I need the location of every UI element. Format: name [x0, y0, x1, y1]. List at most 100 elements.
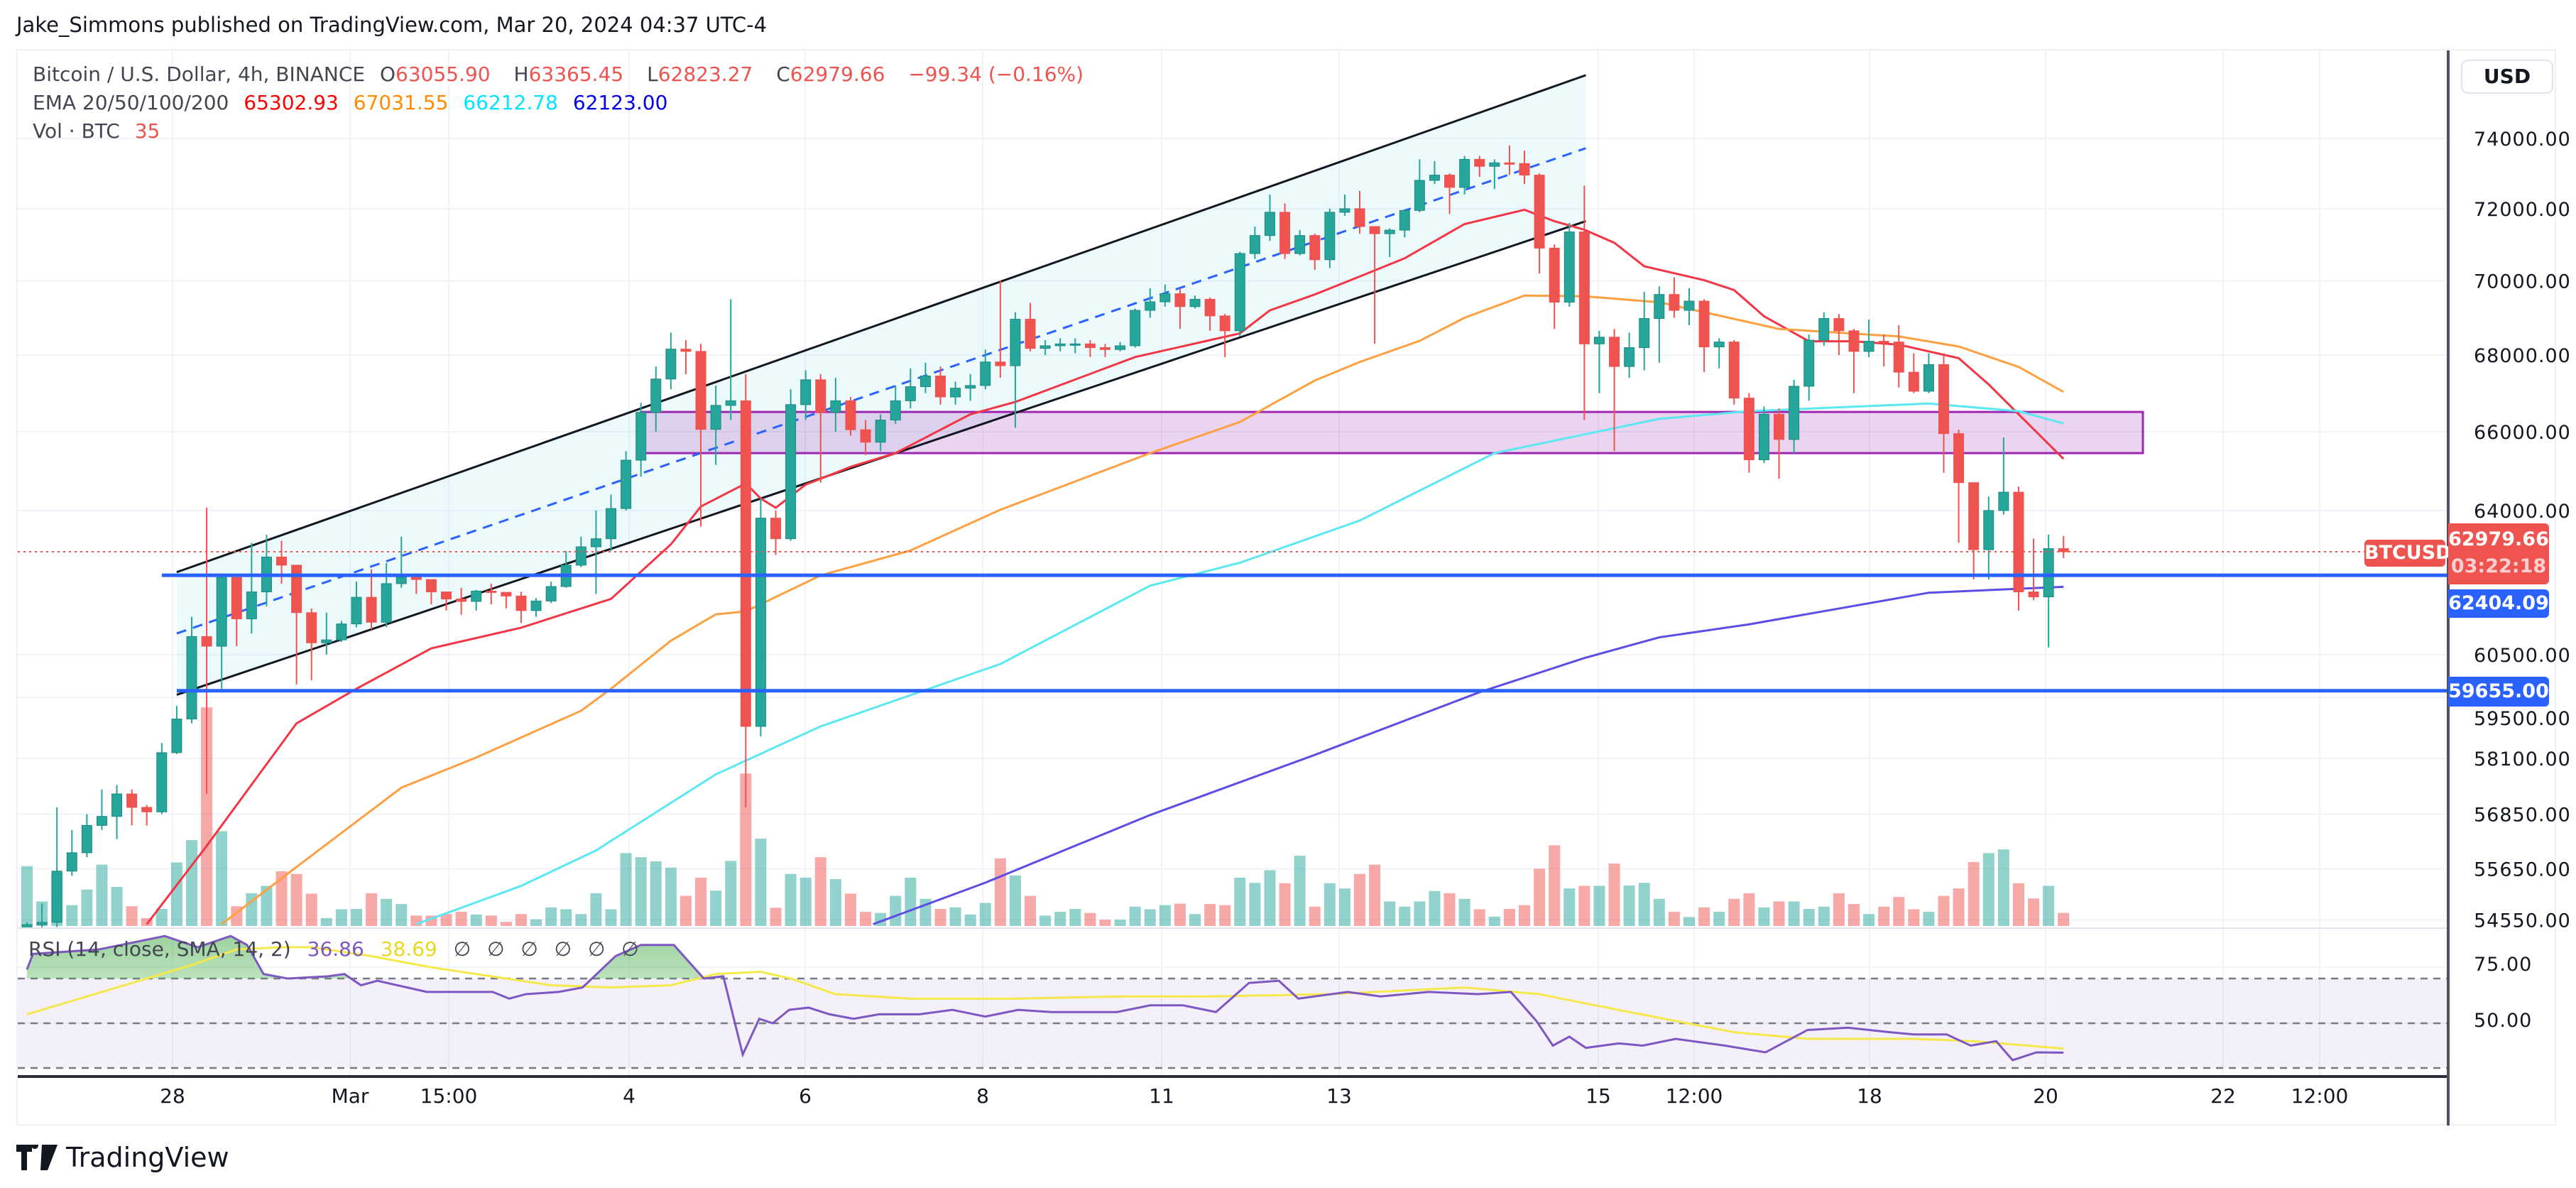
volume-bar [1099, 920, 1111, 926]
candle [1683, 288, 1695, 325]
volume-bar [1743, 893, 1755, 926]
candle-body [1758, 413, 1769, 460]
candle [1010, 312, 1021, 428]
candle [1309, 234, 1321, 271]
candle [1654, 286, 1665, 363]
tradingview-logo-icon [16, 1145, 58, 1170]
volume-bar [1054, 912, 1066, 926]
candle-body [336, 623, 347, 641]
currency-button[interactable]: USD [2461, 60, 2553, 94]
candle [1953, 430, 1965, 543]
ema-legend[interactable]: EMA 20/50/100/200 65302.93 67031.55 6621… [33, 91, 676, 114]
candle [1025, 303, 1036, 352]
channel-fill [176, 75, 1586, 695]
volume-bar [395, 904, 408, 926]
volume-bar [1818, 906, 1830, 926]
na-value: ∅ [520, 937, 538, 961]
candle-body [126, 793, 138, 808]
volume-bar [934, 908, 946, 926]
candle-body [1743, 398, 1754, 460]
rsi-label: RSI (14, close, SMA, 14, 2) [28, 937, 291, 961]
volume-legend[interactable]: Vol · BTC 35 [33, 119, 168, 143]
symbol-name: Bitcoin / U.S. Dollar, 4h, BINANCE [33, 62, 366, 86]
volume-bar [620, 853, 632, 926]
price-tick-label: 55650.00 [2474, 859, 2571, 881]
candle [965, 374, 976, 401]
volume-bar [381, 898, 393, 926]
candle [306, 608, 317, 680]
rsi-legend[interactable]: RSI (14, close, SMA, 14, 2) 36.86 38.69 … [28, 937, 649, 961]
candle [2013, 486, 2024, 611]
candle [1878, 334, 1889, 367]
candle [366, 569, 377, 630]
candle [1324, 208, 1336, 268]
price-axis-ticks: 74000.00 72000.00 70000.00 68000.00 66000.00… [2474, 129, 2571, 932]
volume-bar [1069, 908, 1081, 926]
volume-bar [290, 873, 302, 926]
candle-body [1384, 229, 1395, 234]
candle [1789, 379, 1800, 454]
candle-body [1414, 180, 1425, 211]
candle [2028, 538, 2039, 601]
volume-bar [1159, 905, 1171, 926]
candle-body [2028, 592, 2039, 598]
candle [126, 789, 138, 826]
volume-bar [1803, 908, 1815, 926]
candle-body [1279, 212, 1291, 254]
candle [1863, 320, 1874, 357]
candle-body [1578, 231, 1590, 344]
candle [36, 903, 48, 928]
candle [395, 536, 407, 588]
symbol-legend[interactable]: Bitcoin / U.S. Dollar, 4h, BINANCE O6305… [33, 62, 1092, 86]
close-value: C62979.66 [776, 62, 885, 86]
candle [1938, 353, 1950, 473]
volume-bar [770, 908, 782, 926]
ema-lines [146, 208, 2065, 925]
candle [1084, 340, 1096, 357]
last-price: 62979.66 [2448, 528, 2549, 550]
ema20-value: 65302.93 [244, 91, 339, 114]
volume-bar [785, 873, 797, 926]
volume-bar [1578, 885, 1590, 926]
candle [1728, 340, 1740, 405]
volume-bar [1174, 903, 1186, 926]
volume-bar [1923, 912, 1935, 926]
candle-body [1908, 371, 1919, 392]
volume-bar [979, 903, 991, 926]
candle-body [231, 577, 242, 620]
price-tick-label: 56850.00 [2474, 805, 2571, 827]
volume-bar [201, 707, 213, 926]
candle-body [501, 592, 512, 596]
candle-body [1219, 315, 1230, 332]
volume-bars [21, 707, 2070, 926]
volume-bar [1189, 914, 1201, 926]
volume-bar [170, 862, 182, 926]
candle [1504, 145, 1515, 175]
candle [1384, 228, 1395, 258]
candle [156, 743, 168, 814]
volume-bar [844, 893, 856, 926]
candle [1234, 251, 1245, 337]
volume-bar [2012, 883, 2024, 926]
price-tick-label: 68000.00 [2474, 345, 2571, 367]
candle [1354, 190, 1365, 234]
candle-body [395, 577, 407, 584]
price-tick-label: 72000.00 [2474, 199, 2571, 221]
candle-body [755, 518, 766, 727]
candle-body [934, 375, 946, 398]
candle-body [1654, 294, 1665, 320]
candle-body [246, 592, 257, 620]
candle [890, 385, 901, 424]
rsi-overbought-area [27, 936, 2064, 979]
tradingview-logo[interactable]: TradingView [16, 1142, 229, 1173]
volume-bar [1264, 870, 1276, 926]
candle [1399, 209, 1410, 238]
volume-bar [410, 915, 422, 926]
candle [1669, 277, 1680, 318]
rsi-overbought-fill [27, 936, 2064, 979]
candle-body [381, 583, 392, 623]
volume-bar [1698, 907, 1710, 926]
price-tick-label: 59500.00 [2474, 708, 2571, 730]
